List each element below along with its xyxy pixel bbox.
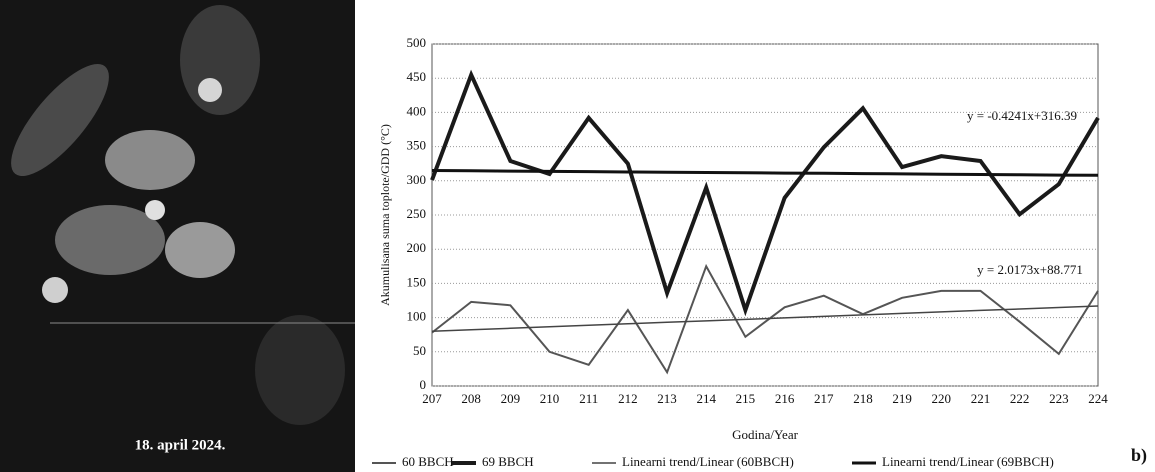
y-tick-label: 0: [420, 377, 427, 392]
series-line: [431, 169, 1099, 177]
x-tick-label: 214: [696, 391, 716, 406]
photo: 18. april 2024.: [0, 0, 355, 472]
flower: [165, 222, 235, 278]
x-tick-label: 207: [422, 391, 442, 406]
x-tick-label: 213: [657, 391, 677, 406]
bud: [145, 200, 165, 220]
y-axis-label: Akumulisana suma toplote/GDD (°C): [378, 124, 392, 306]
legend-label: Linearni trend/Linear (60BBCH): [622, 454, 794, 469]
y-tick-label: 350: [407, 138, 427, 153]
y-tick-label: 150: [407, 274, 427, 289]
flower: [55, 205, 165, 275]
x-tick-label: 223: [1049, 391, 1069, 406]
leaf: [180, 5, 260, 115]
x-tick-label: 208: [461, 391, 481, 406]
leaf: [11, 64, 109, 176]
y-tick-label: 300: [407, 172, 427, 187]
x-tick-label: 217: [814, 391, 834, 406]
series-line: [431, 263, 1099, 375]
x-tick-label: 216: [775, 391, 795, 406]
y-tick-label: 50: [413, 343, 426, 358]
y-tick-label: 250: [407, 206, 427, 221]
panel-label: b): [1131, 445, 1147, 466]
x-tick-label: 224: [1088, 391, 1108, 406]
legend-label: 69 BBCH: [482, 454, 534, 469]
series-line: [431, 305, 1099, 333]
y-tick-label: 200: [407, 240, 427, 255]
annotation: y = -0.4241x+316.39: [967, 108, 1077, 123]
legend-label: 60 BBCH: [402, 454, 454, 469]
leaf: [255, 315, 345, 425]
x-axis-label: Godina/Year: [732, 427, 799, 442]
legend-label: Linearni trend/Linear (69BBCH): [882, 454, 1054, 469]
x-tick-label: 219: [892, 391, 912, 406]
y-tick-label: 500: [407, 35, 427, 50]
x-tick-label: 215: [736, 391, 756, 406]
bud: [198, 78, 222, 102]
flower: [105, 130, 195, 190]
y-tick-label: 100: [407, 309, 427, 324]
x-tick-label: 209: [501, 391, 521, 406]
x-tick-label: 211: [579, 391, 598, 406]
photo-caption: 18. april 2024.: [135, 437, 226, 453]
annotation: y = 2.0173x+88.771: [977, 262, 1083, 277]
x-tick-label: 210: [540, 391, 560, 406]
x-tick-label: 212: [618, 391, 638, 406]
bud: [42, 277, 68, 303]
x-tick-label: 218: [853, 391, 873, 406]
y-tick-label: 400: [407, 103, 427, 118]
x-tick-label: 222: [1010, 391, 1030, 406]
y-tick-label: 450: [407, 69, 427, 84]
x-tick-label: 221: [971, 391, 991, 406]
x-tick-label: 220: [932, 391, 952, 406]
